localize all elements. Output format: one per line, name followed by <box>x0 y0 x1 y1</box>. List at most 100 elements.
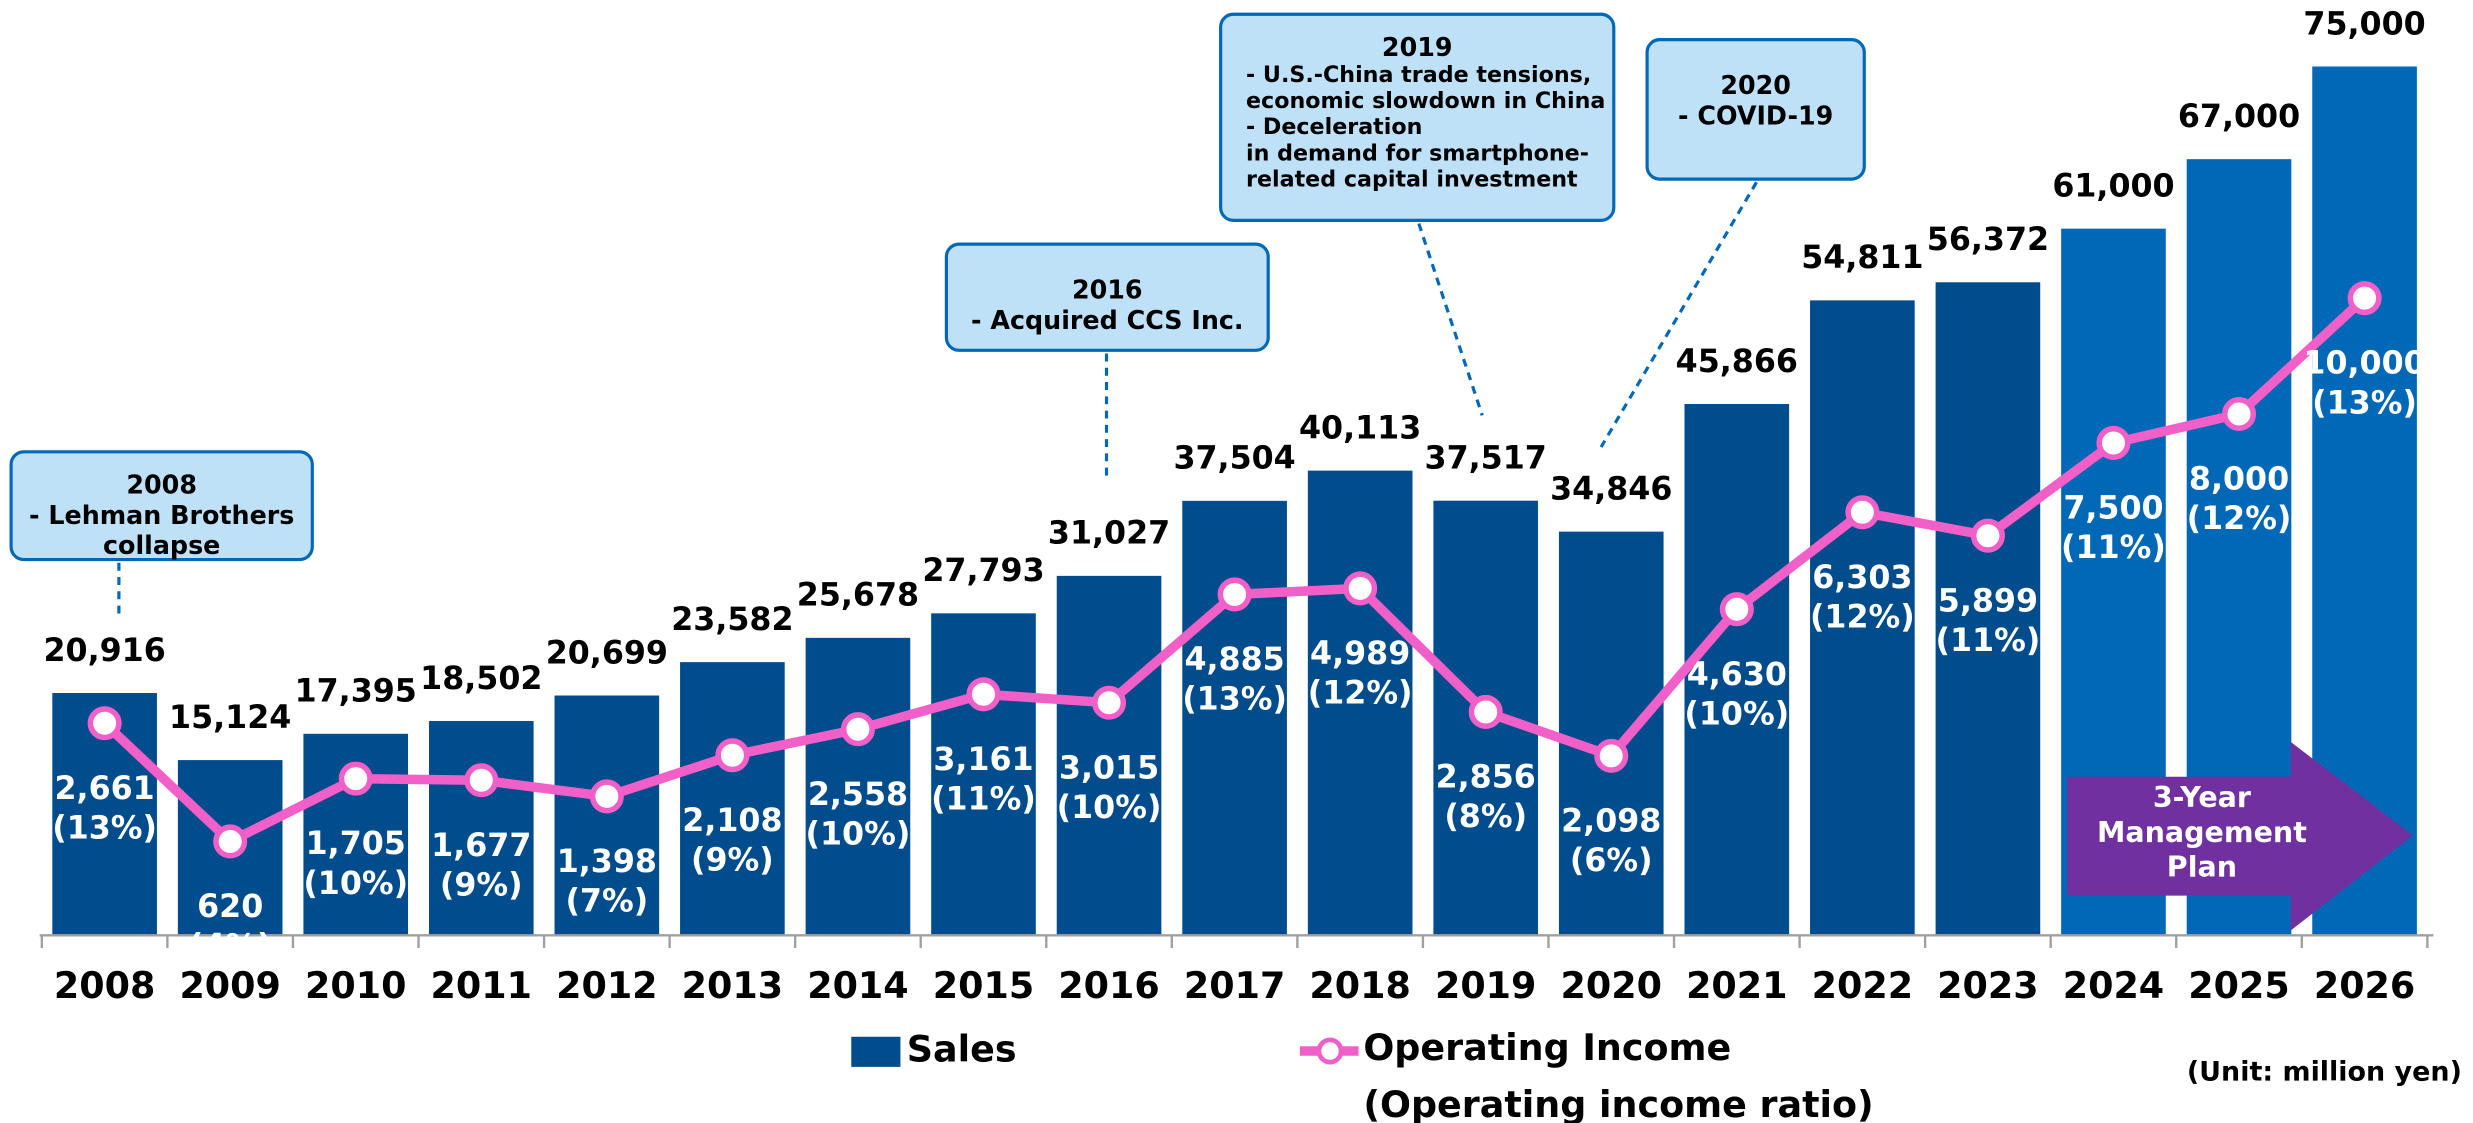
income-marker <box>1594 738 1629 773</box>
callout-box <box>1219 12 1616 222</box>
bar <box>1558 531 1664 936</box>
income-marker <box>589 779 624 814</box>
income-ratio-label: (12%) <box>1308 676 1413 712</box>
x-tick-label: 2011 <box>431 964 532 1007</box>
bar-value-label: 67,000 <box>2178 99 2300 135</box>
income-marker <box>338 761 373 796</box>
x-tick-label: 2018 <box>1309 964 1410 1007</box>
plan-arrow <box>2067 741 2413 931</box>
income-ratio-label: (10%) <box>806 816 911 852</box>
income-ratio-label: (9%) <box>691 842 774 878</box>
bar <box>680 662 785 936</box>
income-marker <box>1845 495 1880 530</box>
callout-text: 2016 <box>1072 275 1143 305</box>
income-marker <box>1719 592 1754 627</box>
income-value-label: 1,705 <box>306 826 406 862</box>
callout-text: 2008 <box>126 470 197 500</box>
legend-label: Sales <box>907 1028 1017 1071</box>
bar-value-label: 61,000 <box>2052 168 2174 204</box>
income-marker <box>1468 694 1503 730</box>
income-marker <box>1092 685 1127 720</box>
plan-label: Plan <box>2167 851 2237 884</box>
bar-value-label: 20,916 <box>43 633 165 669</box>
x-tick-label: 2024 <box>2063 964 2164 1007</box>
x-tick-label: 2020 <box>1561 964 1662 1007</box>
income-value-label: 7,500 <box>2063 491 2163 527</box>
income-ratio-label: (11%) <box>931 782 1036 818</box>
income-value-label: 2,856 <box>1436 760 1536 796</box>
income-marker <box>2096 425 2131 461</box>
bar <box>1684 403 1790 936</box>
bar <box>1935 282 2041 936</box>
x-tick-label: 2022 <box>1812 964 1913 1007</box>
income-ratio-label: (11%) <box>2061 530 2166 566</box>
income-marker <box>2221 396 2257 432</box>
income-value-label: 2,098 <box>1561 803 1661 839</box>
income-value-label: 2,108 <box>682 803 782 839</box>
income-ratio-label: (10%) <box>303 866 408 902</box>
bar <box>805 637 911 936</box>
bar <box>1810 300 1915 936</box>
income-marker <box>1217 577 1252 612</box>
x-tick-label: 2013 <box>682 964 783 1007</box>
x-tick-label: 2017 <box>1184 964 1285 1007</box>
callout-text: 2020 <box>1720 70 1791 100</box>
income-value-label: 4,885 <box>1184 642 1284 678</box>
bar-value-label: 37,504 <box>1173 441 1295 477</box>
income-ratio-label: (7%) <box>565 884 648 920</box>
callout-text: - COVID-19 <box>1678 100 1833 130</box>
income-value-label: 2,661 <box>55 771 155 807</box>
income-marker <box>1970 518 2005 553</box>
unit-label: (Unit: million yen) <box>2187 1057 2462 1088</box>
income-ratio-label: (10%) <box>1057 790 1162 826</box>
callout-text: - Deceleration <box>1246 114 1422 140</box>
income-value-label: 620 <box>197 889 263 925</box>
bar-value-label: 25,678 <box>797 578 919 614</box>
bar-value-label: 56,372 <box>1927 222 2049 258</box>
income-ratio-label: (11%) <box>1936 623 2041 659</box>
income-ratio-label: (9%) <box>440 867 523 903</box>
income-ratio-label: (6%) <box>1570 843 1653 879</box>
income-ratio-label: (13%) <box>1182 682 1287 718</box>
x-tick-label: 2025 <box>2188 964 2289 1007</box>
bar-value-label: 34,846 <box>1550 471 1672 507</box>
income-ratio-label: (12%) <box>1810 600 1915 636</box>
income-marker <box>213 824 248 859</box>
x-tick-label: 2016 <box>1058 964 1159 1007</box>
bar-value-label: 54,811 <box>1801 240 1923 276</box>
income-value-label: 10,000 <box>2303 346 2425 382</box>
plan-label: 3-Year <box>2153 781 2251 814</box>
income-value-label: 3,015 <box>1059 750 1159 786</box>
bar <box>554 695 660 936</box>
x-tick-label: 2019 <box>1435 964 1536 1007</box>
bar <box>1307 470 1413 936</box>
income-ratio-label: (10%) <box>1684 696 1789 732</box>
income-value-label: 3,161 <box>933 742 1033 778</box>
callout-leader <box>1417 223 1484 416</box>
x-tick-label: 2026 <box>2314 964 2415 1007</box>
income-value-label: 1,398 <box>557 844 657 880</box>
bar <box>931 613 1036 936</box>
x-tick-label: 2009 <box>179 964 280 1007</box>
bar <box>428 720 534 936</box>
bar-value-label: 37,517 <box>1425 440 1547 476</box>
bar <box>1182 500 1287 936</box>
legend-marker <box>1316 1037 1344 1065</box>
bar-value-label: 75,000 <box>2303 6 2425 42</box>
income-value-label: 4,630 <box>1687 657 1787 693</box>
income-marker <box>87 706 122 741</box>
bar-value-label: 17,395 <box>295 674 417 710</box>
income-ratio-label: (8%) <box>1444 799 1527 835</box>
bar <box>1056 575 1162 936</box>
income-marker <box>840 712 875 747</box>
income-marker <box>966 677 1001 712</box>
income-value-label: 6,303 <box>1812 560 1912 596</box>
income-marker <box>715 738 750 773</box>
callout-text: - Lehman Brothers <box>29 500 294 530</box>
bar-value-label: 27,793 <box>922 553 1044 589</box>
x-tick-label: 2014 <box>807 964 908 1007</box>
legend-note: (Operating income ratio) <box>1363 1083 1873 1123</box>
income-ratio-label: (13%) <box>52 810 157 846</box>
income-marker <box>1343 571 1378 606</box>
